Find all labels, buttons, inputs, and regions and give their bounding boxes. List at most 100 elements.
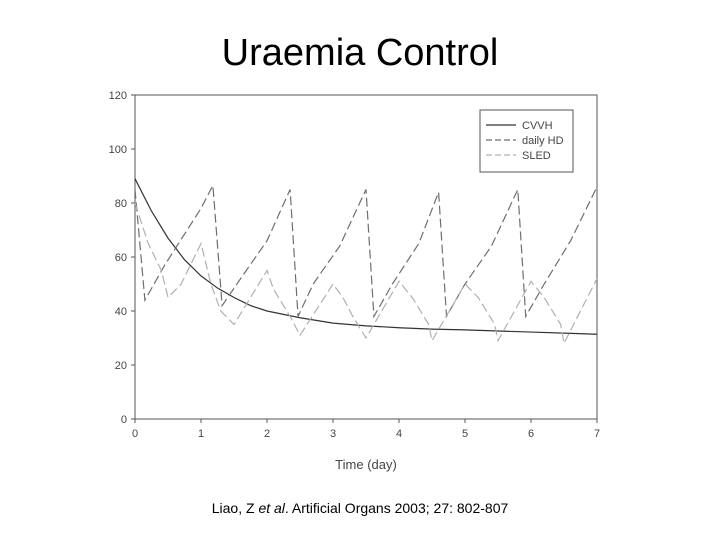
data-point-sled bbox=[148, 243, 149, 244]
data-point-daily-hd bbox=[313, 283, 314, 284]
data-point-daily-hd bbox=[365, 189, 366, 190]
slide-title: Uraemia Control bbox=[221, 32, 499, 74]
data-point-daily-hd bbox=[418, 243, 419, 244]
x-tick-label: 3 bbox=[330, 428, 336, 440]
data-point-cvvh bbox=[530, 331, 531, 332]
data-point-sled bbox=[352, 316, 353, 317]
data-point-sled bbox=[167, 297, 168, 298]
citation-rest: . Artificial Organs 2003; 27: 802-807 bbox=[284, 500, 509, 516]
data-point-sled bbox=[412, 297, 413, 298]
data-point-daily-hd bbox=[297, 316, 298, 317]
data-point-sled bbox=[181, 283, 182, 284]
data-point-daily-hd bbox=[266, 240, 267, 241]
data-point-sled bbox=[266, 270, 267, 271]
legend-label-cvvh: CVVH bbox=[522, 120, 553, 132]
data-point-daily-hd bbox=[222, 305, 223, 306]
data-point-sled bbox=[560, 324, 561, 325]
data-point-sled bbox=[299, 335, 300, 336]
data-point-daily-hd bbox=[438, 192, 439, 193]
x-axis-label: Time (day) bbox=[335, 457, 397, 472]
legend-label-sled: SLED bbox=[522, 150, 551, 162]
y-tick-label: 120 bbox=[109, 90, 127, 102]
series-group bbox=[134, 178, 598, 346]
data-point-sled bbox=[563, 343, 564, 344]
data-point-daily-hd bbox=[339, 246, 340, 247]
data-point-sled bbox=[478, 297, 479, 298]
data-point-cvvh bbox=[151, 211, 152, 212]
series-line-sled bbox=[134, 202, 598, 346]
data-point-sled bbox=[497, 340, 498, 341]
data-point-daily-hd bbox=[373, 316, 374, 317]
x-tick-label: 2 bbox=[264, 428, 270, 440]
data-point-daily-hd bbox=[517, 189, 518, 190]
citation: Liao, Z et al. Artificial Organs 2003; 2… bbox=[0, 500, 720, 516]
data-point-cvvh bbox=[266, 310, 267, 311]
legend-box bbox=[479, 109, 574, 173]
data-point-sled bbox=[530, 281, 531, 282]
data-point-cvvh bbox=[167, 238, 168, 239]
y-tick-label: 20 bbox=[115, 360, 127, 372]
data-point-cvvh bbox=[332, 323, 333, 324]
data-point-cvvh bbox=[398, 327, 399, 328]
data-point-daily-hd bbox=[570, 240, 571, 241]
data-point-cvvh bbox=[200, 275, 201, 276]
series-line-daily-hd bbox=[134, 183, 598, 319]
data-point-sled bbox=[161, 270, 162, 271]
data-point-sled bbox=[233, 324, 234, 325]
data-point-daily-hd bbox=[164, 265, 165, 266]
x-tick-label: 0 bbox=[132, 428, 138, 440]
x-tick-label: 7 bbox=[594, 428, 600, 440]
data-point-daily-hd bbox=[200, 208, 201, 209]
y-tick-label: 100 bbox=[109, 144, 127, 156]
series-line-cvvh bbox=[134, 178, 598, 335]
data-point-sled bbox=[544, 297, 545, 298]
data-point-cvvh bbox=[563, 333, 564, 334]
data-point-cvvh bbox=[134, 178, 135, 179]
data-point-sled bbox=[596, 278, 597, 279]
data-point-cvvh bbox=[365, 325, 366, 326]
uraemia-line-chart: 0 20 40 60 80 100 120 0 1 2 3 4 5 6 7 Time (day) CVVH da… bbox=[109, 90, 600, 472]
chart-container: 0 20 40 60 80 100 120 0 1 2 3 4 5 6 7 Time (day) CVVH da… bbox=[90, 82, 630, 482]
data-point-sled bbox=[398, 281, 399, 282]
series-cvvh bbox=[134, 178, 598, 335]
data-point-sled bbox=[200, 243, 201, 244]
y-tick-label: 40 bbox=[115, 306, 127, 318]
citation-author: Liao, Z bbox=[211, 500, 259, 516]
data-point-cvvh bbox=[431, 328, 432, 329]
x-tick-label: 1 bbox=[198, 428, 204, 440]
data-point-daily-hd bbox=[544, 283, 545, 284]
series-sled bbox=[134, 202, 598, 346]
data-point-cvvh bbox=[184, 259, 185, 260]
data-point-daily-hd bbox=[596, 186, 597, 187]
legend-label-daily-hd: daily HD bbox=[522, 135, 564, 147]
data-point-daily-hd bbox=[392, 283, 393, 284]
data-point-sled bbox=[365, 337, 366, 338]
data-point-cvvh bbox=[299, 317, 300, 318]
data-point-sled bbox=[210, 283, 211, 284]
y-tick-label: 0 bbox=[121, 414, 127, 426]
y-tick-label: 60 bbox=[115, 252, 127, 264]
data-point-sled bbox=[273, 289, 274, 290]
axes: 0 20 40 60 80 100 120 0 1 2 3 4 5 6 7 Time (day) bbox=[109, 90, 600, 472]
data-point-sled bbox=[428, 324, 429, 325]
data-point-daily-hd bbox=[134, 189, 135, 190]
data-point-sled bbox=[290, 316, 291, 317]
data-point-sled bbox=[494, 324, 495, 325]
data-point-daily-hd bbox=[525, 316, 526, 317]
x-tick-label: 5 bbox=[462, 428, 468, 440]
data-point-cvvh bbox=[217, 287, 218, 288]
citation-etal: et al bbox=[258, 500, 285, 516]
data-point-sled bbox=[342, 297, 343, 298]
data-point-cvvh bbox=[464, 329, 465, 330]
data-point-daily-hd bbox=[240, 278, 241, 279]
data-point-cvvh bbox=[497, 330, 498, 331]
data-point-sled bbox=[220, 310, 221, 311]
data-point-daily-hd bbox=[491, 246, 492, 247]
data-point-daily-hd bbox=[212, 185, 213, 186]
data-point-sled bbox=[332, 283, 333, 284]
x-tick-label: 6 bbox=[528, 428, 534, 440]
data-point-sled bbox=[134, 202, 135, 203]
x-tick-label: 4 bbox=[396, 428, 402, 440]
data-point-sled bbox=[431, 340, 432, 341]
series-daily-hd bbox=[134, 183, 598, 319]
